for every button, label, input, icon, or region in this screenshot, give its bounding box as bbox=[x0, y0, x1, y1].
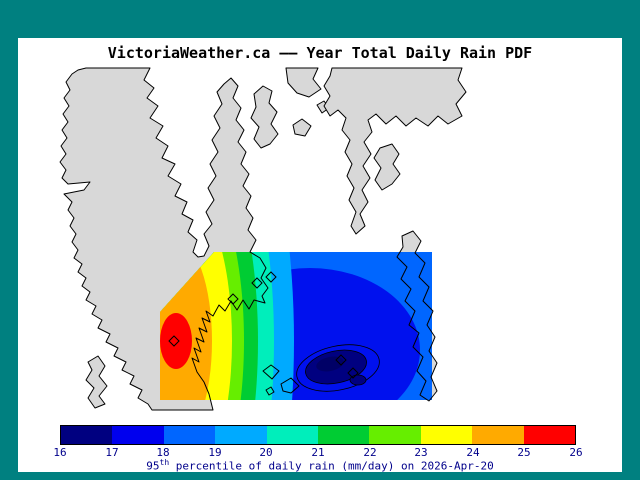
colorbar-tick-23: 23 bbox=[414, 446, 428, 459]
contour-band-16-lobe bbox=[349, 374, 367, 386]
station-marker-diamond bbox=[335, 354, 347, 366]
land-gulf-island-1 bbox=[250, 85, 279, 149]
colorbar-segment-17-18 bbox=[112, 426, 164, 444]
colorbar-segment-23-24 bbox=[420, 426, 473, 444]
colorbar-tick-20: 20 bbox=[259, 446, 273, 459]
colorbar-caption: 95th percentile of daily rain (mm/day) o… bbox=[0, 458, 640, 473]
land-gulf-island-3 bbox=[292, 118, 312, 137]
colorbar-segment-24-25 bbox=[472, 426, 524, 444]
colorbar-tick-21: 21 bbox=[311, 446, 325, 459]
land-gulf-island-2 bbox=[285, 67, 322, 98]
station-markers bbox=[168, 271, 359, 379]
colorbar-segment-22-23 bbox=[369, 426, 421, 444]
land-southwest-islet bbox=[85, 355, 108, 409]
colorbar-tick-18: 18 bbox=[156, 446, 170, 459]
colorbar-tick-22: 22 bbox=[363, 446, 377, 459]
colorbar-tick-24: 24 bbox=[466, 446, 480, 459]
caption-superscript: th bbox=[159, 458, 170, 467]
colorbar-tick-16: 16 bbox=[53, 446, 67, 459]
colorbar-tick-26: 26 bbox=[569, 446, 583, 459]
colorbar-segment-20-21 bbox=[266, 426, 319, 444]
station-marker-diamond bbox=[265, 271, 277, 283]
contour-line-17 bbox=[296, 344, 380, 392]
colorbar-segment-18-19 bbox=[163, 426, 216, 444]
land-island-east bbox=[373, 143, 401, 191]
station-marker-diamond bbox=[168, 335, 180, 347]
station-marker-diamond bbox=[251, 277, 263, 289]
caption-text: percentile of daily rain (mm/day) on 202… bbox=[169, 459, 494, 473]
station-marker-diamond bbox=[347, 367, 359, 379]
colorbar-tick-17: 17 bbox=[105, 446, 119, 459]
station-marker-diamond bbox=[227, 293, 239, 305]
page-title: VictoriaWeather.ca —— Year Total Daily R… bbox=[107, 44, 533, 62]
colorbar-segment-19-20 bbox=[215, 426, 267, 444]
colorbar-segment-21-22 bbox=[318, 426, 370, 444]
rain-contour-field bbox=[160, 252, 432, 400]
contour-band-26-max bbox=[160, 313, 192, 369]
colorbar bbox=[60, 425, 576, 445]
colorbar-tick-25: 25 bbox=[517, 446, 531, 459]
colorbar-segment-16-17 bbox=[61, 426, 113, 444]
caption-value: 95 bbox=[146, 459, 160, 473]
colorbar-tick-19: 19 bbox=[208, 446, 222, 459]
colorbar-segment-25-26 bbox=[523, 426, 576, 444]
